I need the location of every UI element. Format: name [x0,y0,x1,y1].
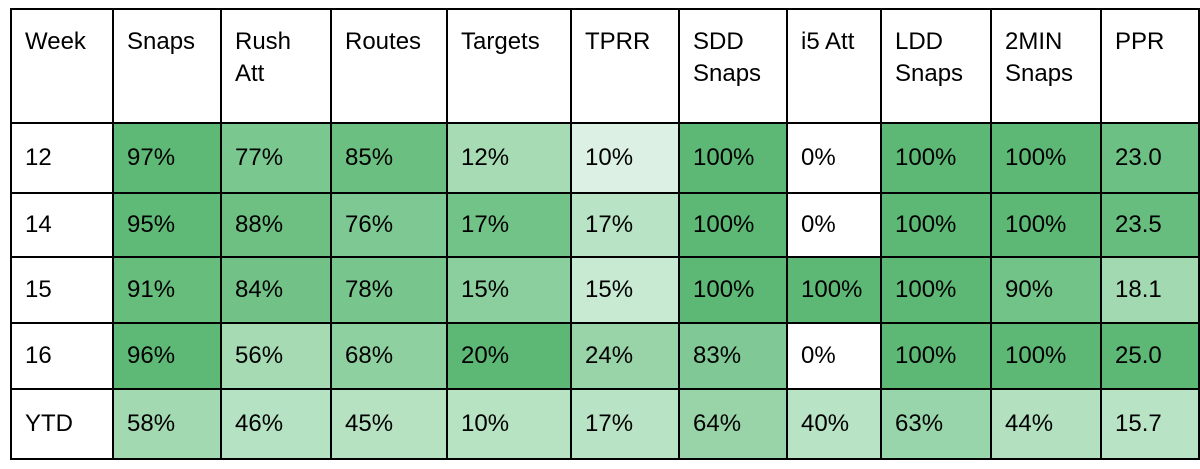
stat-cell: 17% [570,388,680,460]
stat-cell: 85% [330,122,448,194]
stat-cell: 97% [112,122,222,194]
table-body: 12 97% 77% 85% 12% 10% 100% 0% 100% 100% 23.0 14 95%… [10,122,1200,460]
stat-cell: 23.5 [1100,192,1200,258]
stat-cell: 100% [678,122,788,194]
column-header: Rush Att [220,8,332,124]
column-header: LDD Snaps [880,8,992,124]
stat-cell: 77% [220,122,332,194]
stat-cell: 100% [990,192,1102,258]
table-row: 15 91% 84% 78% 15% 15% 100% 100% 100% 90% 18.1 [10,256,1200,324]
week-cell: 12 [10,122,114,194]
stat-cell: 58% [112,388,222,460]
column-header: Week [10,8,114,124]
stat-cell: 100% [990,322,1102,390]
week-cell: 15 [10,256,114,324]
stat-cell: 100% [880,122,992,194]
table-row: 16 96% 56% 68% 20% 24% 83% 0% 100% 100% 25.0 [10,322,1200,390]
stat-cell: 12% [446,122,572,194]
stat-cell: 78% [330,256,448,324]
table-row: YTD 58% 46% 45% 10% 17% 64% 40% 63% 44% 15.7 [10,388,1200,460]
stat-cell: 15% [446,256,572,324]
stat-cell: 90% [990,256,1102,324]
stat-cell: 100% [880,322,992,390]
column-header: TPRR [570,8,680,124]
column-header: Routes [330,8,448,124]
stat-cell: 95% [112,192,222,258]
stat-cell: 0% [786,322,882,390]
stat-cell: 91% [112,256,222,324]
column-header: Snaps [112,8,222,124]
stat-cell: 68% [330,322,448,390]
stat-cell: 100% [786,256,882,324]
stat-cell: 45% [330,388,448,460]
header-row: Week Snaps Rush Att Routes Targets TPRR SDD Sn… [10,8,1200,124]
stat-cell: 10% [446,388,572,460]
stat-cell: 100% [678,256,788,324]
stat-cell: 15% [570,256,680,324]
stat-cell: 100% [990,122,1102,194]
column-header: i5 Att [786,8,882,124]
week-cell: YTD [10,388,114,460]
stat-cell: 10% [570,122,680,194]
week-cell: 16 [10,322,114,390]
stats-table: Week Snaps Rush Att Routes Targets TPRR SDD Sn… [10,8,1200,460]
column-header: SDD Snaps [678,8,788,124]
column-header: 2MIN Snaps [990,8,1102,124]
stat-cell: 40% [786,388,882,460]
stat-cell: 15.7 [1100,388,1200,460]
stat-cell: 17% [446,192,572,258]
stat-cell: 88% [220,192,332,258]
stat-cell: 23.0 [1100,122,1200,194]
stat-cell: 46% [220,388,332,460]
stat-cell: 0% [786,192,882,258]
stat-cell: 76% [330,192,448,258]
stat-cell: 18.1 [1100,256,1200,324]
stat-cell: 96% [112,322,222,390]
stat-cell: 64% [678,388,788,460]
column-header: PPR [1100,8,1200,124]
stat-cell: 24% [570,322,680,390]
column-header: Targets [446,8,572,124]
stat-cell: 25.0 [1100,322,1200,390]
week-cell: 14 [10,192,114,258]
stat-cell: 56% [220,322,332,390]
stat-cell: 63% [880,388,992,460]
stat-cell: 0% [786,122,882,194]
table-row: 14 95% 88% 76% 17% 17% 100% 0% 100% 100% 23.5 [10,192,1200,258]
stat-cell: 17% [570,192,680,258]
stat-cell: 83% [678,322,788,390]
table-header: Week Snaps Rush Att Routes Targets TPRR SDD Sn… [10,8,1200,124]
stat-cell: 100% [678,192,788,258]
stat-cell: 20% [446,322,572,390]
stat-cell: 44% [990,388,1102,460]
stat-cell: 84% [220,256,332,324]
table-row: 12 97% 77% 85% 12% 10% 100% 0% 100% 100% 23.0 [10,122,1200,194]
stat-cell: 100% [880,256,992,324]
stat-cell: 100% [880,192,992,258]
